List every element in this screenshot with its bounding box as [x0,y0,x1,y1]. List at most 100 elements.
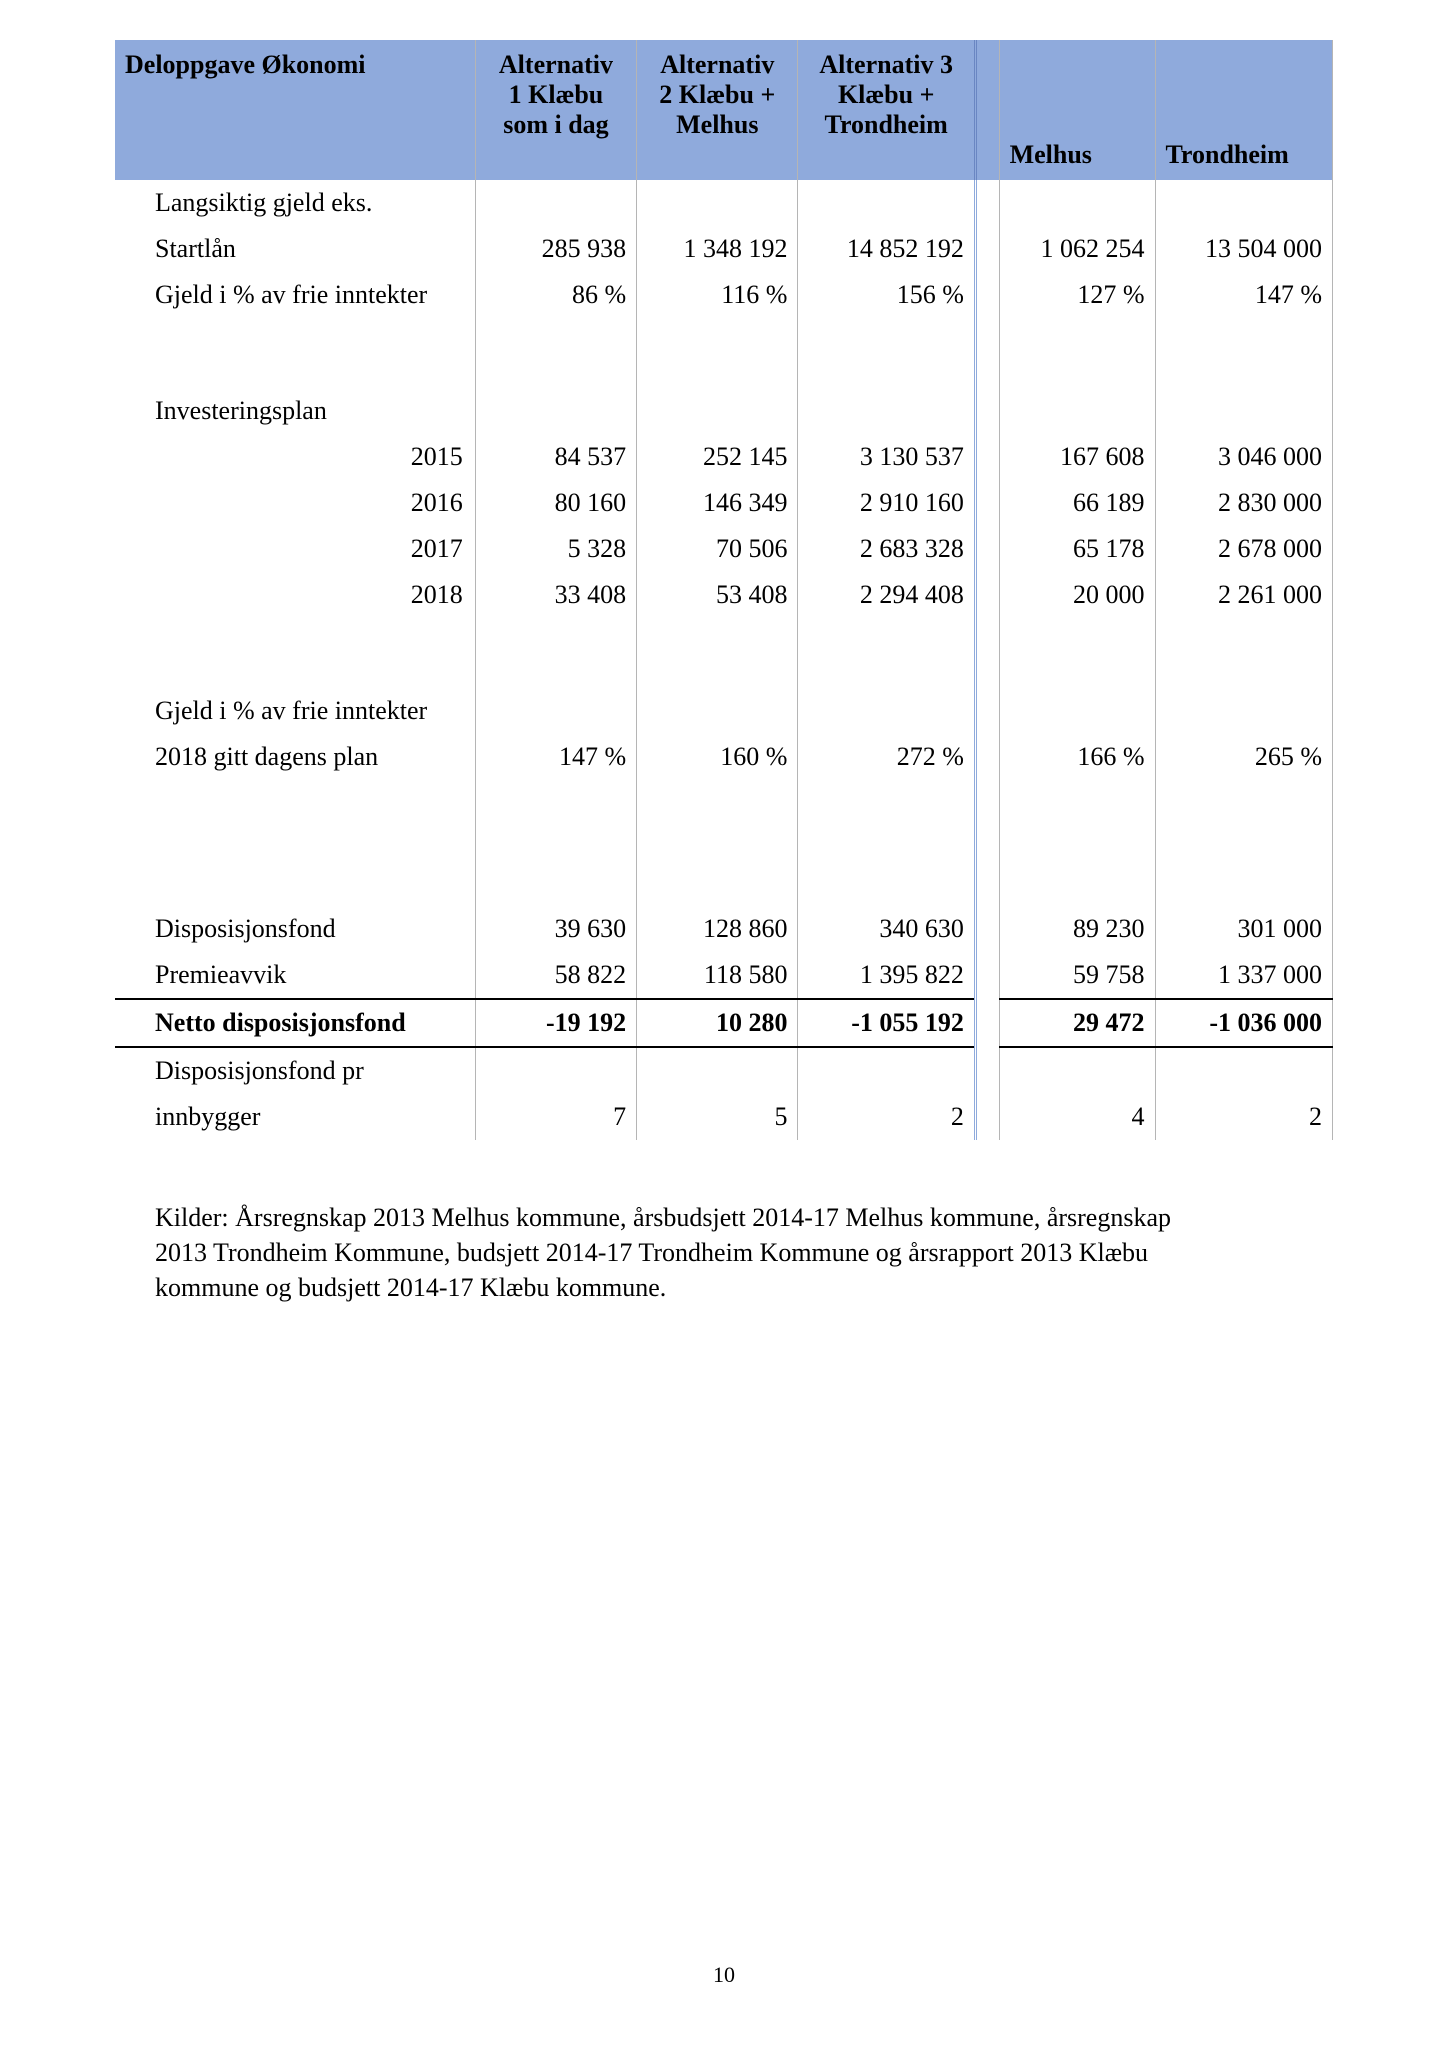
cell: 2 261 000 [1155,572,1333,618]
cell: -19 192 [475,999,636,1047]
cell: 116 % [637,272,798,318]
cell: 33 408 [475,572,636,618]
cell: 252 145 [637,434,798,480]
cell: 20 000 [999,572,1155,618]
row-startlan: Startlån 285 938 1 348 192 14 852 192 1 … [115,226,1333,272]
row-gjeld-pct: Gjeld i % av frie inntekter 86 % 116 % 1… [115,272,1333,318]
cell-label: 2015 [115,434,475,480]
row-dispfond: Disposisjonsfond 39 630 128 860 340 630 … [115,906,1333,952]
cell-gap [975,272,999,318]
cell: 156 % [798,272,975,318]
cell-label: innbygger [115,1094,475,1140]
th-line: 2 Klæbu + [659,80,775,109]
cell [999,180,1155,226]
cell: 118 580 [637,952,798,999]
th-melhus: Melhus [999,40,1155,180]
cell: 58 822 [475,952,636,999]
cell-label: 2018 gitt dagens plan [115,734,475,780]
cell-label: Langsiktig gjeld eks. [115,180,475,226]
cell: 13 504 000 [1155,226,1333,272]
economy-table: Deloppgave Økonomi Alternativ 1 Klæbu so… [115,40,1333,1140]
row-disp-pr-l1: Disposisjonsfond pr [115,1047,1333,1094]
cell: 70 506 [637,526,798,572]
cell: 53 408 [637,572,798,618]
cell: 59 758 [999,952,1155,999]
row-2018: 2018 33 408 53 408 2 294 408 20 000 2 26… [115,572,1333,618]
th-line: Trondheim [825,110,948,139]
cell-gap [975,226,999,272]
cell: 2 830 000 [1155,480,1333,526]
th-line: 1 Klæbu [509,80,604,109]
sources-text: Kilder: Årsregnskap 2013 Melhus kommune,… [115,1200,1205,1305]
cell [1155,180,1333,226]
cell-label: Premieavvik [115,952,475,999]
row-gjeld2018: 2018 gitt dagens plan 147 % 160 % 272 % … [115,734,1333,780]
row-invest-header: Investeringsplan [115,388,1333,434]
cell: 285 938 [475,226,636,272]
cell [475,180,636,226]
th-line: Alternativ [660,50,774,79]
cell: 3 130 537 [798,434,975,480]
row-2016: 2016 80 160 146 349 2 910 160 66 189 2 8… [115,480,1333,526]
th-alt2: Alternativ 2 Klæbu + Melhus [637,40,798,180]
cell: 2 683 328 [798,526,975,572]
cell: 167 608 [999,434,1155,480]
cell-label: Gjeld i % av frie inntekter [115,272,475,318]
cell-label: Disposisjonsfond pr [115,1047,475,1094]
cell: 2 294 408 [798,572,975,618]
cell: 39 630 [475,906,636,952]
cell: 84 537 [475,434,636,480]
cell-label: 2018 [115,572,475,618]
cell-label: Startlån [115,226,475,272]
cell: 272 % [798,734,975,780]
cell: 86 % [475,272,636,318]
th-text: Melhus [1010,140,1092,169]
cell: 2 [798,1094,975,1140]
cell: 1 395 822 [798,952,975,999]
table-header-row: Deloppgave Økonomi Alternativ 1 Klæbu so… [115,40,1333,180]
row-2015: 2015 84 537 252 145 3 130 537 167 608 3 … [115,434,1333,480]
cell: 2 910 160 [798,480,975,526]
th-alt1: Alternativ 1 Klæbu som i dag [475,40,636,180]
cell: 1 062 254 [999,226,1155,272]
cell: 65 178 [999,526,1155,572]
row-disp-pr: innbygger 7 5 2 4 2 [115,1094,1333,1140]
cell-label: Investeringsplan [115,388,475,434]
cell: 127 % [999,272,1155,318]
cell: 7 [475,1094,636,1140]
cell: 301 000 [1155,906,1333,952]
row-spacer [115,780,1333,906]
row-langsiktig-label: Langsiktig gjeld eks. [115,180,1333,226]
th-text: Trondheim [1166,140,1289,169]
cell-label: Disposisjonsfond [115,906,475,952]
cell: 147 % [1155,272,1333,318]
cell: 89 230 [999,906,1155,952]
row-spacer [115,318,1333,388]
th-line: som i dag [503,110,608,139]
th-line: Alternativ 3 [819,50,953,79]
cell: 1 348 192 [637,226,798,272]
cell: 2 [1155,1094,1333,1140]
cell: 5 328 [475,526,636,572]
cell: 10 280 [637,999,798,1047]
th-gap [975,40,999,180]
row-spacer [115,618,1333,688]
cell: 29 472 [999,999,1155,1047]
th-text: Deloppgave Økonomi [125,50,366,79]
cell-label: Netto disposisjonsfond [115,999,475,1047]
cell: 80 160 [475,480,636,526]
cell [637,180,798,226]
cell-gap [975,180,999,226]
cell: 340 630 [798,906,975,952]
row-gjeld2018-l1: Gjeld i % av frie inntekter [115,688,1333,734]
cell: 146 349 [637,480,798,526]
cell: 3 046 000 [1155,434,1333,480]
cell: 4 [999,1094,1155,1140]
document-page: Deloppgave Økonomi Alternativ 1 Klæbu so… [0,0,1448,2048]
row-2017: 2017 5 328 70 506 2 683 328 65 178 2 678… [115,526,1333,572]
cell: 14 852 192 [798,226,975,272]
cell-label: 2016 [115,480,475,526]
th-trondheim: Trondheim [1155,40,1333,180]
cell-label: 2017 [115,526,475,572]
cell: -1 055 192 [798,999,975,1047]
